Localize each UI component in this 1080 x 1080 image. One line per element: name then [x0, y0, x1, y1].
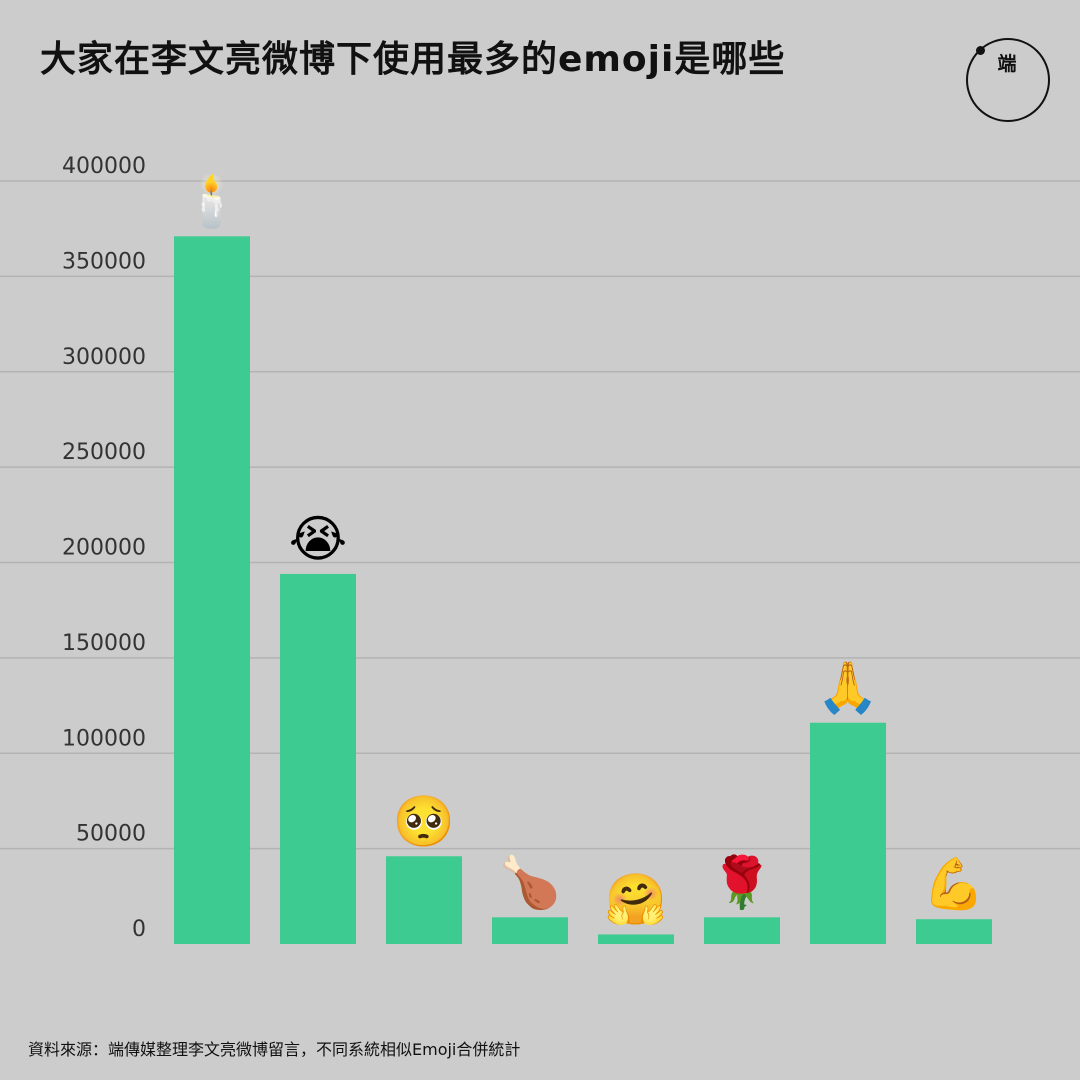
bar — [492, 917, 568, 944]
rose-icon: 🌹 — [711, 852, 773, 911]
hugging-face-icon: 🤗 — [605, 870, 667, 928]
bar-chart: 0 50000 100000 150000 200000 250000 300000 3500… — [0, 154, 1080, 944]
bar — [810, 722, 886, 944]
bar — [280, 573, 356, 944]
loudly-crying-face-icon: 😭 — [289, 510, 347, 568]
y-tick-label: 200000 — [62, 536, 146, 561]
bar — [704, 917, 780, 944]
pleading-face-icon: 🥺 — [393, 792, 455, 850]
poultry-leg-icon: 🍗 — [499, 853, 561, 911]
bar — [916, 919, 992, 944]
y-tick-label: 250000 — [62, 440, 146, 465]
bar — [174, 236, 250, 944]
y-tick-label: 300000 — [62, 345, 146, 370]
y-tick-label: 50000 — [76, 822, 146, 847]
y-tick-label: 0 — [132, 917, 146, 942]
chart-title: 大家在李文亮微博下使用最多的emoji是哪些 — [40, 39, 786, 80]
logo-dot-icon — [976, 46, 985, 55]
y-tick-label: 100000 — [62, 726, 146, 751]
logo[interactable]: 端 — [966, 38, 1050, 122]
flexed-biceps-icon: 💪 — [923, 855, 985, 913]
candle-icon: 🕯️ — [181, 171, 243, 230]
logo-text: 端 — [997, 53, 1017, 75]
y-tick-label: 150000 — [62, 631, 146, 656]
source-note: 資料來源：端傳媒整理李文亮微博留言，不同系統相似Emoji合併統計 — [28, 1040, 521, 1059]
y-tick-label: 350000 — [62, 249, 146, 274]
folded-hands-icon: 🙏 — [817, 659, 879, 717]
y-tick-label: 400000 — [62, 154, 146, 179]
bar — [598, 934, 674, 944]
bar — [386, 856, 462, 944]
